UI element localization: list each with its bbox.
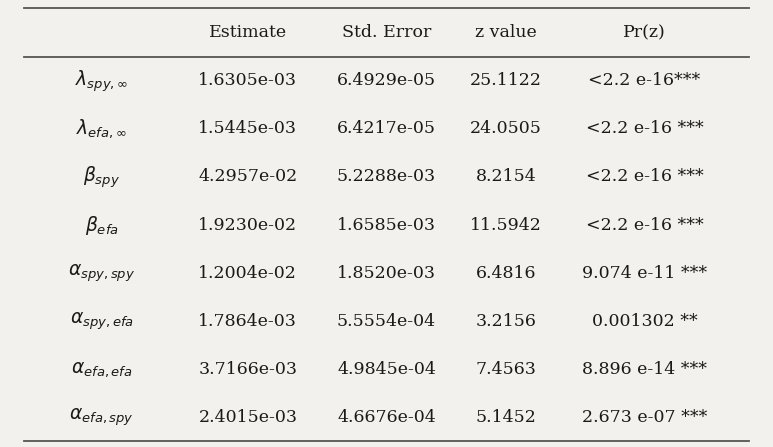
Text: Pr(z): Pr(z) [623, 24, 666, 41]
Text: 4.6676e-04: 4.6676e-04 [337, 409, 436, 426]
Text: 25.1122: 25.1122 [470, 72, 542, 89]
Text: 6.4929e-05: 6.4929e-05 [337, 72, 436, 89]
Text: Std. Error: Std. Error [342, 24, 431, 41]
Text: $\alpha_{spy,spy}$: $\alpha_{spy,spy}$ [68, 262, 135, 284]
Text: Estimate: Estimate [209, 24, 287, 41]
Text: 1.5445e-03: 1.5445e-03 [199, 120, 298, 138]
Text: 24.0505: 24.0505 [470, 120, 542, 138]
Text: 1.6305e-03: 1.6305e-03 [199, 72, 298, 89]
Text: 3.7166e-03: 3.7166e-03 [199, 361, 298, 378]
Text: <2.2 e-16 ***: <2.2 e-16 *** [586, 169, 703, 186]
Text: $\lambda_{spy,\infty}$: $\lambda_{spy,\infty}$ [75, 68, 128, 94]
Text: <2.2 e-16 ***: <2.2 e-16 *** [586, 216, 703, 233]
Text: $\alpha_{efa,spy}$: $\alpha_{efa,spy}$ [69, 406, 134, 428]
Text: 8.2154: 8.2154 [475, 169, 536, 186]
Text: 5.5554e-04: 5.5554e-04 [337, 312, 436, 329]
Text: 4.9845e-04: 4.9845e-04 [337, 361, 436, 378]
Text: 1.9230e-02: 1.9230e-02 [199, 216, 298, 233]
Text: 6.4217e-05: 6.4217e-05 [337, 120, 436, 138]
Text: 1.8520e-03: 1.8520e-03 [337, 265, 436, 282]
Text: 8.896 e-14 ***: 8.896 e-14 *** [582, 361, 707, 378]
Text: 9.074 e-11 ***: 9.074 e-11 *** [582, 265, 707, 282]
Text: z value: z value [475, 24, 536, 41]
Text: $\beta_{efa}$: $\beta_{efa}$ [84, 214, 118, 236]
Text: 6.4816: 6.4816 [475, 265, 536, 282]
Text: <2.2 e-16 ***: <2.2 e-16 *** [586, 120, 703, 138]
Text: $\beta_{spy}$: $\beta_{spy}$ [83, 164, 120, 190]
Text: $\alpha_{spy,efa}$: $\alpha_{spy,efa}$ [70, 310, 134, 332]
Text: 3.2156: 3.2156 [475, 312, 536, 329]
Text: $\lambda_{efa,\infty}$: $\lambda_{efa,\infty}$ [76, 118, 127, 140]
Text: 5.1452: 5.1452 [475, 409, 536, 426]
Text: 4.2957e-02: 4.2957e-02 [198, 169, 298, 186]
Text: 7.4563: 7.4563 [475, 361, 536, 378]
Text: 2.673 e-07 ***: 2.673 e-07 *** [582, 409, 707, 426]
Text: 5.2288e-03: 5.2288e-03 [337, 169, 436, 186]
Text: 1.7864e-03: 1.7864e-03 [199, 312, 298, 329]
Text: <2.2 e-16***: <2.2 e-16*** [588, 72, 700, 89]
Text: 2.4015e-03: 2.4015e-03 [199, 409, 298, 426]
Text: 1.6585e-03: 1.6585e-03 [337, 216, 436, 233]
Text: 0.001302 **: 0.001302 ** [591, 312, 697, 329]
Text: 1.2004e-02: 1.2004e-02 [199, 265, 298, 282]
Text: 11.5942: 11.5942 [470, 216, 542, 233]
Text: $\alpha_{efa,efa}$: $\alpha_{efa,efa}$ [70, 360, 132, 379]
